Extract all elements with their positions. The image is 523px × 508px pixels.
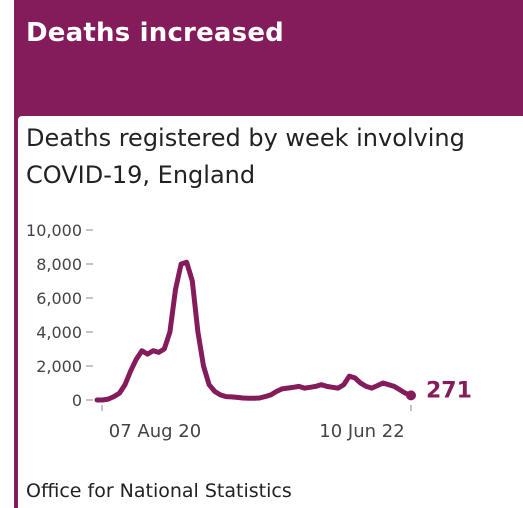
series-line: [94, 259, 414, 403]
y-tick-label: 10,000: [26, 221, 82, 240]
y-tick-label: 2,000: [36, 357, 82, 376]
chart-title: Deaths registered by week involving COVI…: [26, 124, 465, 189]
source-label: Office for National Statistics: [26, 480, 292, 502]
y-tick-label: 4,000: [36, 323, 82, 342]
card-title: Deaths increased: [26, 18, 284, 48]
end-marker: [406, 390, 416, 401]
x-tick-label: 10 Jun 22: [319, 421, 404, 442]
x-tick-label: 07 Aug 20: [109, 421, 201, 442]
end-value-label: 271: [426, 378, 472, 403]
y-tick-label: 6,000: [36, 289, 82, 308]
chart-panel: [18, 116, 523, 508]
y-tick-label: 0: [72, 391, 82, 410]
y-tick-label: 8,000: [36, 255, 82, 274]
